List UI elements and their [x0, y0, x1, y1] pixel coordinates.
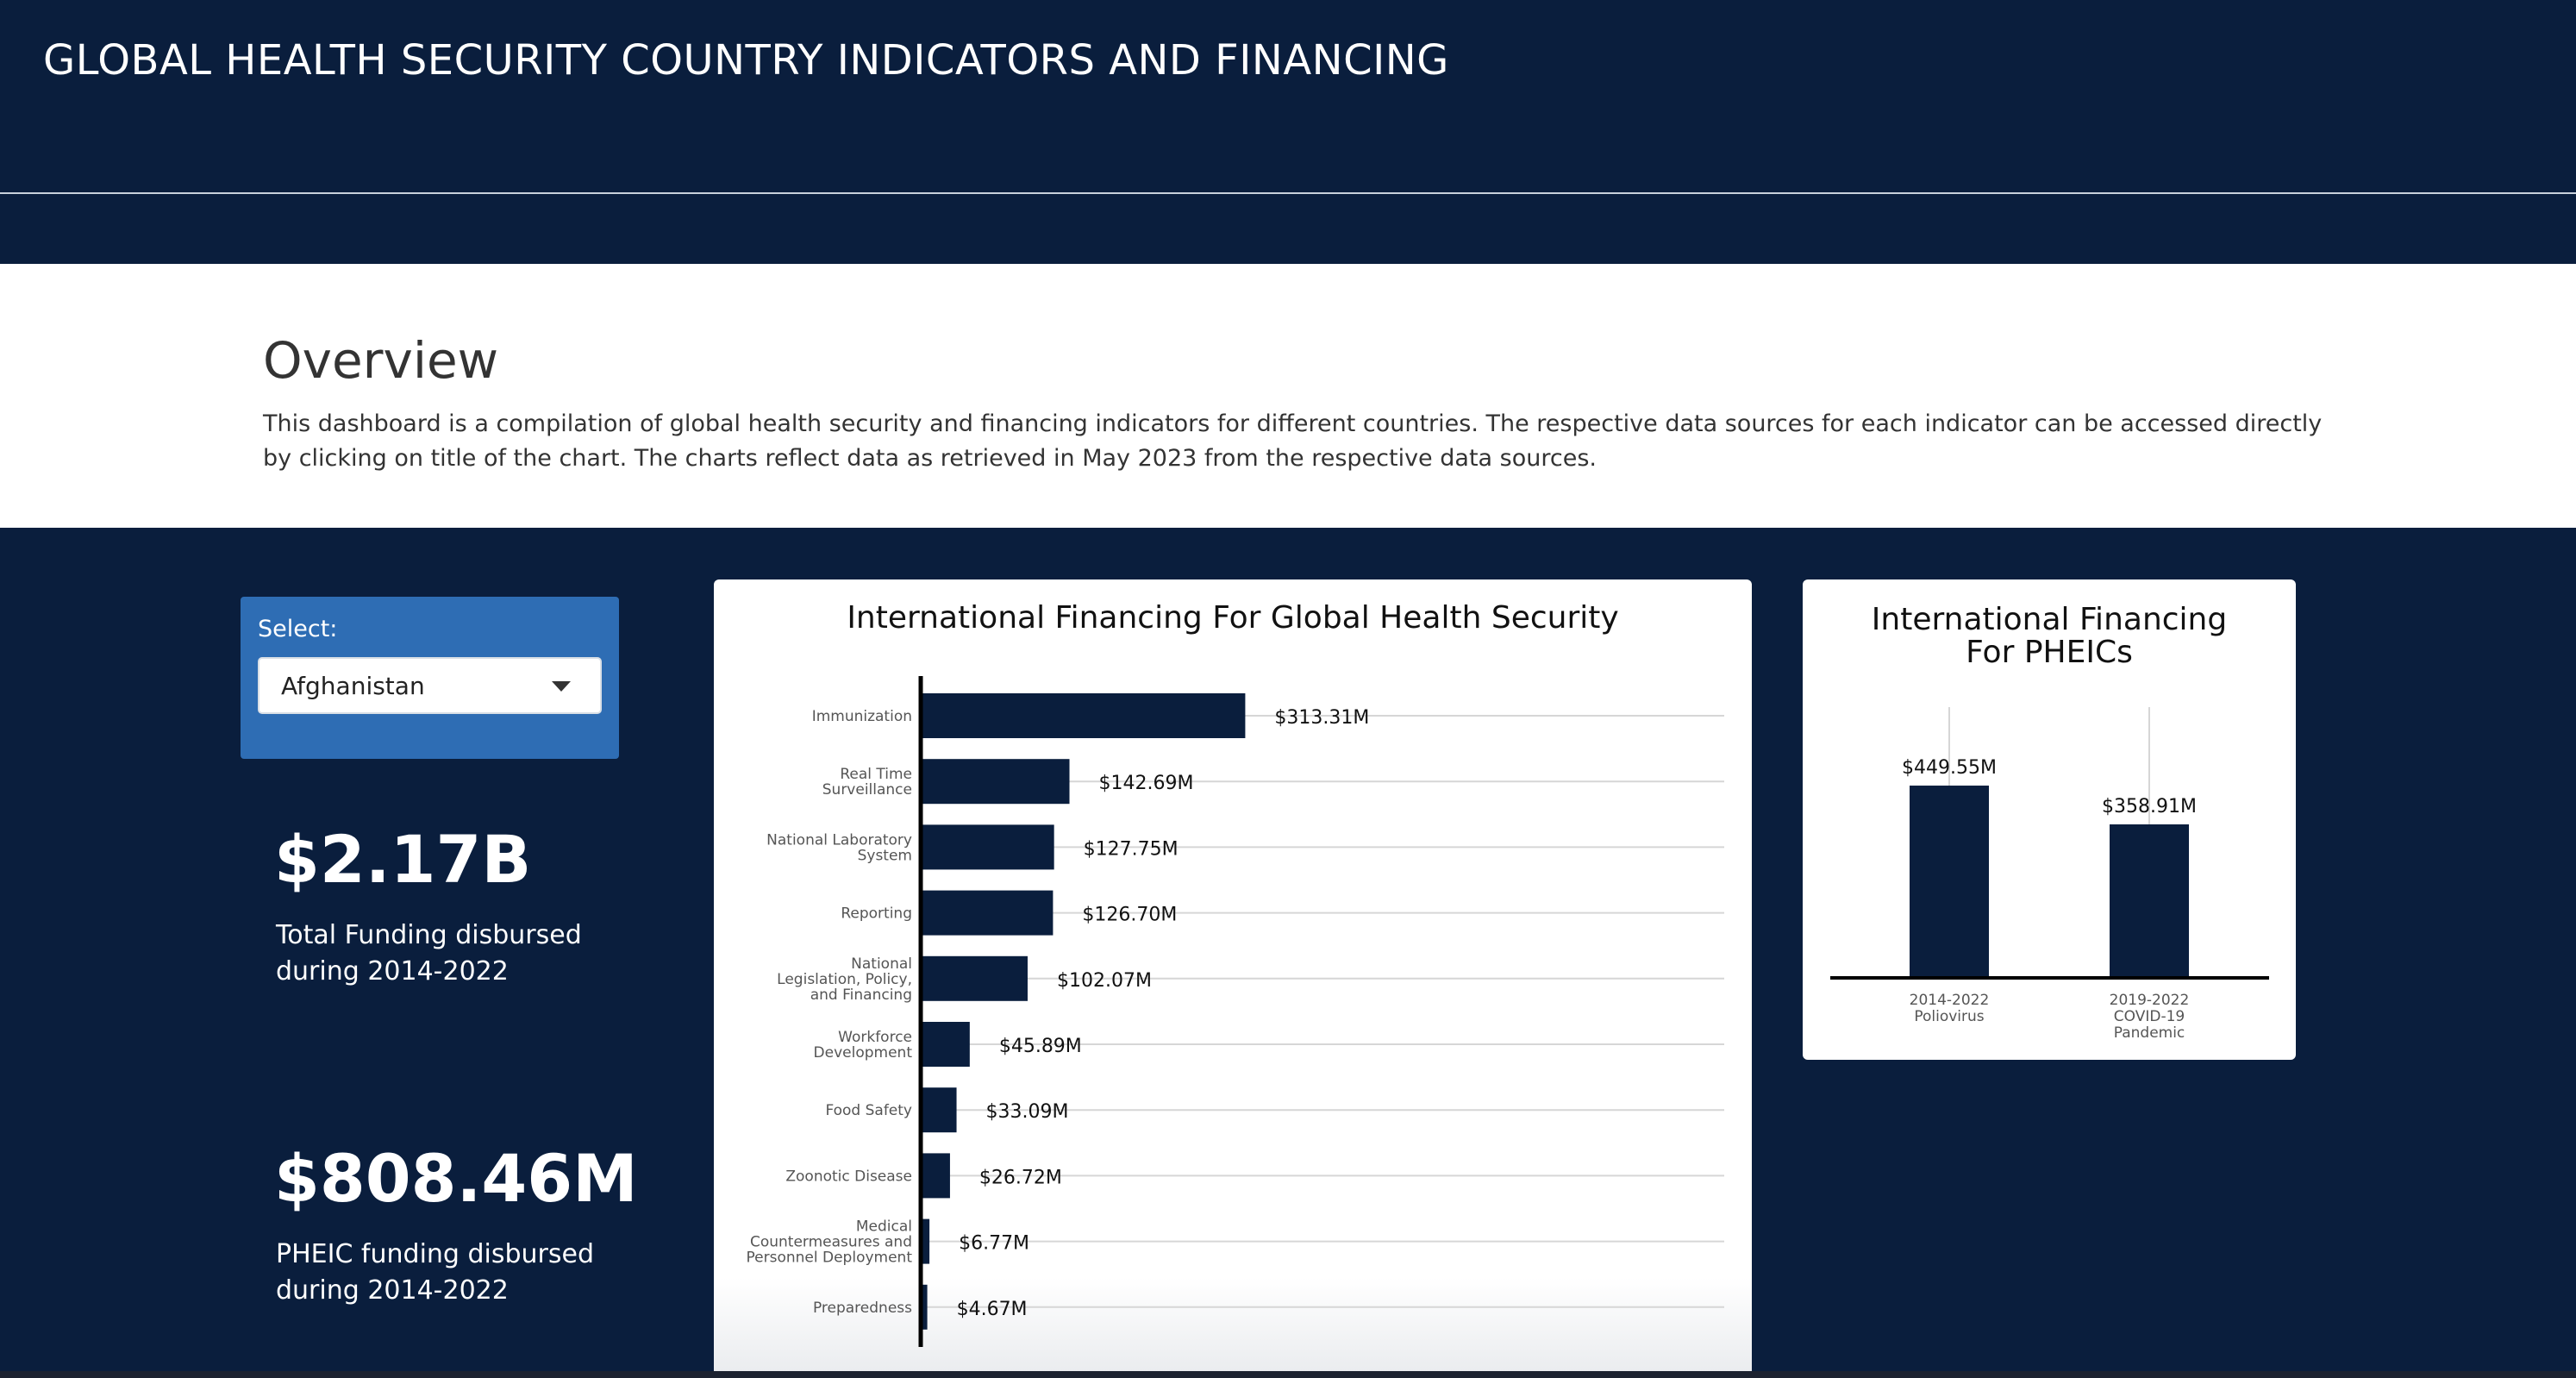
- category-label: Zoonotic Disease: [785, 1168, 912, 1185]
- category-label: Preparedness: [813, 1300, 912, 1317]
- overview-description: This dashboard is a compilation of globa…: [263, 410, 2323, 472]
- bar-8: [922, 1153, 950, 1199]
- header-bar: GLOBAL HEALTH SECURITY COUNTRY INDICATOR…: [0, 0, 2576, 264]
- overview-section: Overview This dashboard is a compilation…: [0, 264, 2576, 528]
- pheic-financing-chart-card: International Financing For PHEICs $449.…: [1803, 579, 2296, 1060]
- bar-value-label: $4.67M: [957, 1299, 1028, 1320]
- bar-1: [1910, 786, 1989, 978]
- bar-value-label: $313.31M: [1274, 707, 1369, 729]
- overview-heading: Overview: [263, 331, 499, 390]
- app-title: GLOBAL HEALTH SECURITY COUNTRY INDICATOR…: [43, 36, 1449, 85]
- pheic-funding-value: $808.46M: [274, 1140, 638, 1217]
- category-label: Food Safety: [825, 1102, 912, 1119]
- country-selector-panel: Select: Afghanistan: [241, 597, 619, 759]
- caret-down-icon: [552, 681, 571, 692]
- country-select-dropdown[interactable]: Afghanistan: [258, 657, 602, 714]
- bar-10: [922, 1284, 928, 1330]
- ghs-financing-chart-card: International Financing For Global Healt…: [714, 579, 1752, 1378]
- bar-value-label: $358.91M: [2102, 796, 2197, 817]
- bottom-strip: [0, 1371, 2576, 1378]
- category-label: 2014-2022 Poliovirus: [1910, 992, 1990, 1025]
- bar-6: [922, 1022, 970, 1067]
- total-funding-value: $2.17B: [274, 821, 532, 898]
- header-divider: [0, 192, 2576, 194]
- bar-value-label: $26.72M: [979, 1167, 1062, 1188]
- bar-value-label: $45.89M: [999, 1036, 1082, 1057]
- bar-value-label: $142.69M: [1099, 773, 1194, 794]
- country-selector-label: Select:: [258, 616, 338, 642]
- category-label: National Laboratory System: [766, 831, 912, 864]
- bar-value-label: $33.09M: [986, 1101, 1069, 1123]
- bar-value-label: $449.55M: [1902, 757, 1997, 779]
- bar-4: [922, 890, 1054, 936]
- bar-9: [922, 1218, 930, 1264]
- bar-2: [2110, 824, 2189, 978]
- bar-value-label: $102.07M: [1057, 970, 1152, 992]
- category-label: Workforce Development: [814, 1029, 913, 1062]
- category-label: Real Time Surveillance: [822, 766, 912, 799]
- pheic-chart-title[interactable]: International Financing For PHEICs: [1871, 602, 2228, 670]
- total-funding-label: Total Funding disbursed during 2014-2022: [276, 920, 582, 987]
- category-label: Immunization: [812, 708, 912, 725]
- pheic-funding-label: PHEIC funding disbursed during 2014-2022: [276, 1239, 595, 1306]
- bar-1: [922, 693, 1246, 738]
- dashboard-panel: Select: Afghanistan $2.17B Total Funding…: [0, 528, 2576, 1378]
- ghs-financing-bar-chart: $313.31M Immunization $142.69M Real Time Sur…: [747, 676, 1724, 1347]
- pheic-financing-bar-chart: $449.55M 2014-2022 Poliovirus $358.91M 2019-…: [1830, 707, 2269, 1042]
- bar-value-label: $127.75M: [1084, 838, 1179, 860]
- ghs-chart-title[interactable]: International Financing For Global Healt…: [847, 600, 1619, 636]
- category-label: National Legislation, Policy, and Financin…: [777, 955, 912, 1004]
- bar-2: [922, 759, 1070, 805]
- category-label: Reporting: [841, 905, 912, 923]
- category-label: 2019-2022 COVID-19 Pandemic: [2110, 992, 2190, 1042]
- country-select-value: Afghanistan: [281, 672, 425, 700]
- bar-5: [922, 955, 1028, 1001]
- bar-3: [922, 824, 1054, 870]
- bar-value-label: $126.70M: [1082, 905, 1177, 926]
- bar-7: [922, 1087, 957, 1133]
- category-label: Medical Countermeasures and Personnel Depl…: [747, 1218, 913, 1267]
- bar-value-label: $6.77M: [959, 1233, 1029, 1255]
